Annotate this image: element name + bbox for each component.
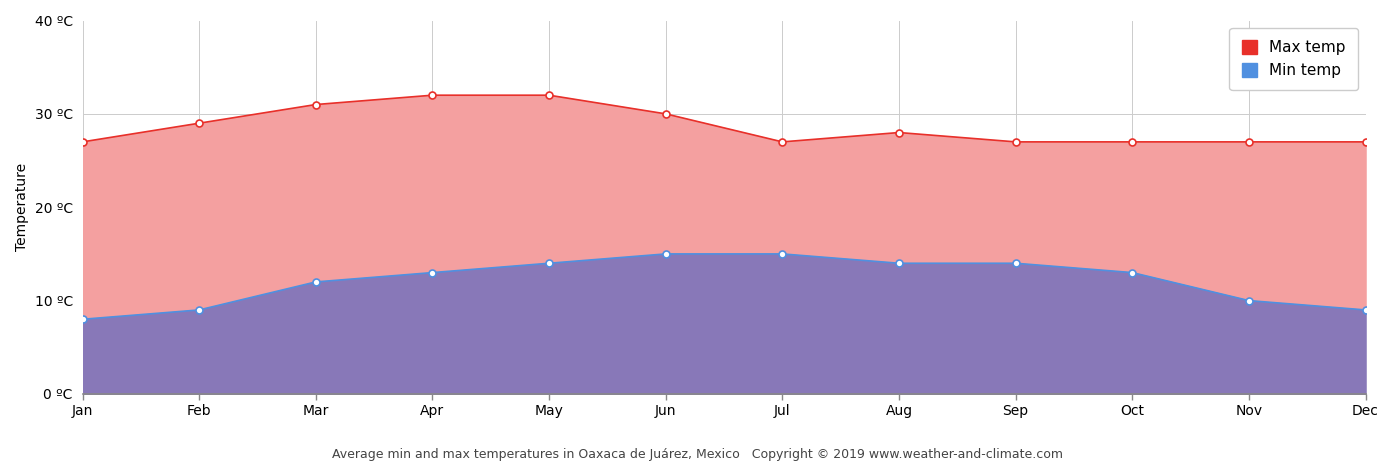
Text: Average min and max temperatures in Oaxaca de Juárez, Mexico   Copyright © 2019 : Average min and max temperatures in Oaxa…	[332, 448, 1062, 461]
Legend: Max temp, Min temp: Max temp, Min temp	[1230, 28, 1358, 90]
Y-axis label: Temperature: Temperature	[15, 163, 29, 251]
